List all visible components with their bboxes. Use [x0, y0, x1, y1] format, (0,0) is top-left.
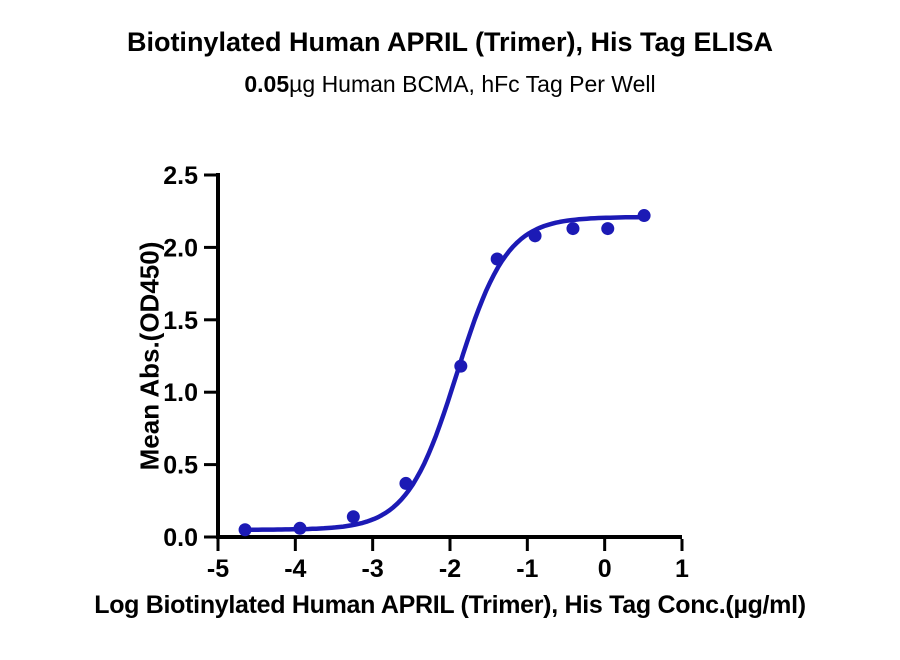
x-tick-label: -2 [439, 555, 461, 583]
fit-curve [240, 214, 644, 532]
data-point [637, 209, 651, 223]
data-point [346, 510, 360, 524]
subtitle-amount: 0.05 [244, 71, 290, 97]
y-tick-label: 2.0 [163, 234, 198, 262]
y-tick-label: 1.5 [163, 307, 198, 335]
y-tick-label: 0.0 [163, 524, 198, 552]
y-tick-label: 0.5 [163, 452, 198, 480]
x-axis-label: Log Biotinylated Human APRIL (Trimer), H… [94, 591, 806, 619]
chart-subtitle: 0.05µg Human BCMA, hFc Tag Per Well [0, 71, 900, 98]
data-point [601, 222, 615, 236]
data-point [454, 359, 468, 373]
chart-title: Biotinylated Human APRIL (Trimer), His T… [126, 27, 774, 57]
data-point [528, 229, 542, 243]
x-tick-label: 1 [675, 555, 689, 583]
data-point [293, 521, 307, 535]
x-tick-label: -1 [516, 555, 538, 583]
x-tick-label: 0 [598, 555, 612, 583]
data-point [566, 222, 580, 236]
data-point [490, 252, 504, 266]
x-tick-label: -3 [362, 555, 384, 583]
data-point [238, 523, 252, 537]
data-point [399, 476, 413, 490]
x-tick-label: -4 [284, 555, 306, 583]
y-tick-label: 1.0 [163, 379, 198, 407]
subtitle-text: µg Human BCMA, hFc Tag Per Well [289, 71, 656, 97]
x-tick-label: -5 [207, 555, 229, 583]
y-tick-label: 2.5 [163, 162, 198, 190]
